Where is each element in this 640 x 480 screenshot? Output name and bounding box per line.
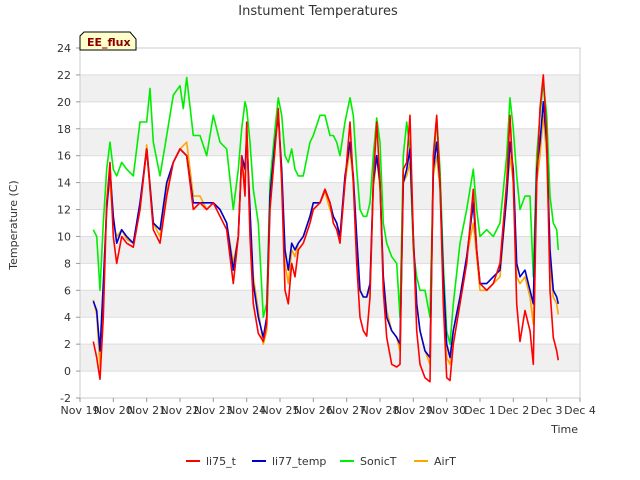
legend: li75_t li77_temp SonicT AirT bbox=[186, 455, 456, 468]
y-tick-label: 2 bbox=[64, 338, 71, 351]
badge-box bbox=[79, 31, 137, 51]
plot-frame bbox=[79, 47, 581, 399]
x-tick-label: Nov 21 bbox=[127, 404, 166, 417]
x-tick-label: Nov 23 bbox=[194, 404, 233, 417]
legend-label-AirT: AirT bbox=[434, 455, 456, 468]
x-tick-label: Nov 26 bbox=[294, 404, 333, 417]
y-axis-label: Temperature (C) bbox=[7, 180, 20, 270]
x-tick-label: Nov 29 bbox=[394, 404, 433, 417]
x-tick-label: Dec 3 bbox=[531, 404, 563, 417]
badge-label: EE_flux bbox=[87, 36, 131, 49]
x-tick-label: Dec 4 bbox=[564, 404, 596, 417]
grid-band bbox=[80, 48, 580, 75]
badge: EE_flux bbox=[79, 31, 137, 51]
x-tick-label: Nov 28 bbox=[361, 404, 400, 417]
legend-label-li77_temp: li77_temp bbox=[272, 455, 326, 468]
grid-band bbox=[80, 74, 580, 102]
y-tick-label: 16 bbox=[57, 150, 71, 163]
x-tick-label: Nov 20 bbox=[94, 404, 133, 417]
x-tick-label: Nov 22 bbox=[161, 404, 200, 417]
grid-band bbox=[80, 236, 580, 264]
y-tick-label: 10 bbox=[57, 230, 71, 243]
y-tick-label: 14 bbox=[57, 177, 71, 190]
legend-label-li75_t: li75_t bbox=[206, 455, 237, 468]
y-tick-label: 6 bbox=[64, 284, 71, 297]
series-line-li75_t bbox=[92, 74, 560, 383]
grid-band bbox=[80, 344, 580, 372]
y-tick-label: 4 bbox=[64, 311, 71, 324]
y-tick-label: -2 bbox=[60, 392, 71, 405]
x-tick-label: Nov 27 bbox=[327, 404, 366, 417]
x-tick-label: Dec 1 bbox=[464, 404, 496, 417]
y-tick-label: 20 bbox=[57, 96, 71, 109]
chart-title: Instument Temperatures bbox=[238, 4, 398, 19]
series-line-SonicT bbox=[92, 76, 560, 346]
grid-band bbox=[80, 371, 580, 398]
series-lines bbox=[92, 74, 560, 383]
grid-band bbox=[80, 290, 580, 318]
x-tick-label: Nov 30 bbox=[427, 404, 466, 417]
y-tick-label: 18 bbox=[57, 123, 71, 136]
x-tick-label: Nov 19 bbox=[61, 404, 100, 417]
x-tick-label: Dec 2 bbox=[497, 404, 529, 417]
x-tick-label: Nov 25 bbox=[261, 404, 300, 417]
y-tick-label: 22 bbox=[57, 69, 71, 82]
y-tick-label: 12 bbox=[57, 204, 71, 217]
y-tick-label: 0 bbox=[64, 365, 71, 378]
grid-band bbox=[80, 317, 580, 345]
legend-label-SonicT: SonicT bbox=[360, 455, 397, 468]
grid-band bbox=[80, 101, 580, 129]
x-axis-label: Time bbox=[550, 423, 578, 436]
x-tick-label: Nov 24 bbox=[227, 404, 266, 417]
y-tick-label: 8 bbox=[64, 257, 71, 270]
grid-band bbox=[80, 263, 580, 291]
y-tick-label: 24 bbox=[57, 42, 71, 55]
